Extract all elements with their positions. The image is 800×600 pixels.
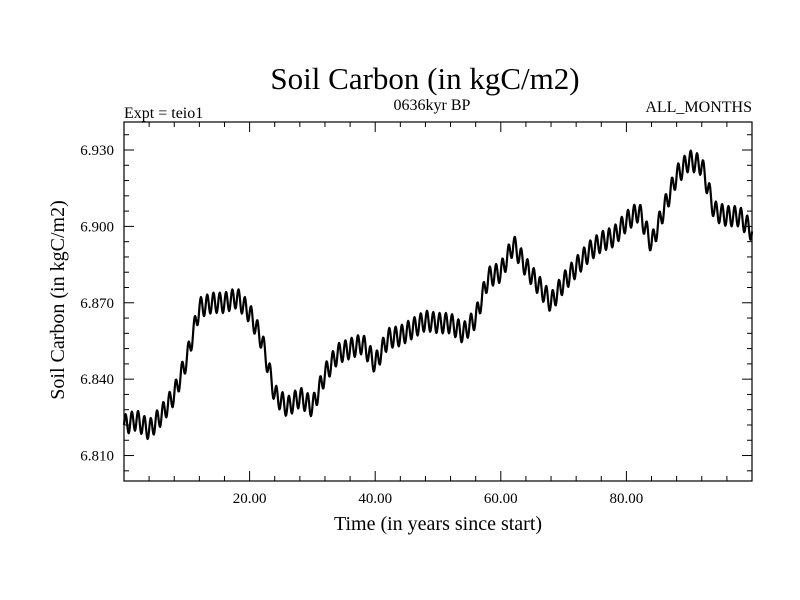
y-tick-label: 6.870	[80, 296, 114, 312]
y-tick-label: 6.840	[80, 372, 114, 388]
x-tick-label: 20.00	[233, 491, 267, 507]
subtitle-left: Expt = teio1	[124, 105, 203, 122]
x-tick-labels: 20.00 40.00 60.00 80.00	[233, 491, 644, 507]
x-axis	[123, 122, 753, 481]
y-axis-label: Soil Carbon (in kgC/m2)	[47, 200, 69, 399]
chart-title: Soil Carbon (in kgC/m2)	[270, 61, 579, 96]
x-tick-label: 80.00	[610, 491, 644, 507]
plot-frame	[123, 121, 753, 482]
y-axis	[124, 134, 752, 472]
y-tick-label: 6.930	[80, 143, 114, 159]
y-tick-label: 6.900	[80, 219, 114, 235]
x-axis-label: Time (in years since start)	[334, 513, 542, 535]
y-tick-labels: 6.810 6.840 6.870 6.900 6.930	[80, 143, 114, 465]
y-tick-label: 6.810	[80, 449, 114, 465]
x-tick-label: 40.00	[358, 491, 392, 507]
x-tick-label: 60.00	[484, 491, 518, 507]
series-line-soil-carbon	[122, 149, 754, 441]
subtitle-center: 0636kyr BP	[394, 97, 471, 114]
subtitle-right: ALL_MONTHS	[645, 99, 752, 116]
